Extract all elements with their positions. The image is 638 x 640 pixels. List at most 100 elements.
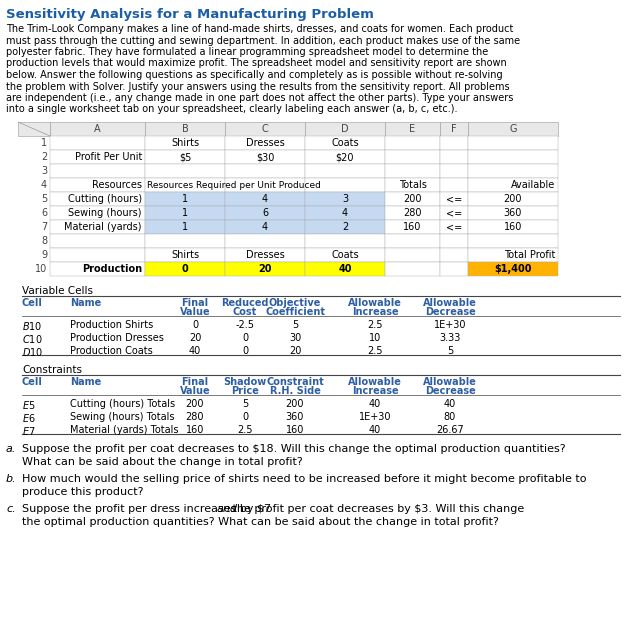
Bar: [50, 150, 145, 164]
Text: 0: 0: [192, 320, 198, 330]
Text: 1: 1: [182, 194, 188, 204]
Text: produce this product?: produce this product?: [22, 487, 144, 497]
Text: -2.5: -2.5: [235, 320, 255, 330]
Text: Coefficient: Coefficient: [265, 307, 325, 317]
Bar: [50, 248, 145, 262]
Bar: [468, 136, 558, 150]
Text: Price: Price: [231, 386, 259, 396]
Text: Cell: Cell: [22, 298, 43, 308]
Text: 5: 5: [292, 320, 298, 330]
Text: Sensitivity Analysis for a Manufacturing Problem: Sensitivity Analysis for a Manufacturing…: [6, 8, 374, 21]
Text: are independent (i.e., any change made in one part does not affect the other par: are independent (i.e., any change made i…: [6, 93, 514, 103]
Text: Allowable: Allowable: [423, 298, 477, 308]
Bar: [468, 178, 558, 192]
Text: Shirts: Shirts: [171, 250, 199, 260]
Text: 40: 40: [189, 346, 201, 356]
Bar: [440, 164, 468, 178]
Bar: [385, 192, 440, 206]
Bar: [305, 220, 385, 234]
Bar: [145, 178, 225, 192]
Text: 0: 0: [182, 264, 188, 274]
Bar: [385, 178, 440, 192]
Text: $30: $30: [256, 152, 274, 162]
Text: 2.5: 2.5: [367, 320, 383, 330]
Text: 1E+30: 1E+30: [434, 320, 466, 330]
Text: 5: 5: [41, 194, 47, 204]
Text: Coats: Coats: [331, 138, 359, 148]
Text: Increase: Increase: [352, 307, 398, 317]
Text: 40: 40: [338, 264, 352, 274]
Text: 30: 30: [289, 333, 301, 343]
Text: Value: Value: [180, 307, 211, 317]
Bar: [440, 178, 468, 192]
Text: b.: b.: [6, 474, 17, 484]
Bar: [305, 262, 385, 276]
Bar: [385, 234, 440, 248]
Text: $D$10: $D$10: [22, 346, 43, 358]
Bar: [305, 192, 385, 206]
Bar: [468, 206, 558, 220]
Text: $E$5: $E$5: [22, 399, 36, 411]
Text: 280: 280: [186, 412, 204, 422]
Text: Allowable: Allowable: [348, 298, 402, 308]
Text: 160: 160: [186, 425, 204, 435]
Text: 3: 3: [342, 194, 348, 204]
Text: Profit Per Unit: Profit Per Unit: [75, 152, 142, 162]
Bar: [305, 234, 385, 248]
Text: 9: 9: [41, 250, 47, 260]
Text: 0: 0: [242, 333, 248, 343]
Bar: [145, 262, 225, 276]
Text: Sewing (hours) Totals: Sewing (hours) Totals: [70, 412, 175, 422]
Text: Objective: Objective: [269, 298, 321, 308]
Bar: [145, 164, 225, 178]
Text: <=: <=: [446, 208, 462, 218]
Text: 1: 1: [182, 208, 188, 218]
Bar: [440, 122, 468, 136]
Text: The Trim-Look Company makes a line of hand-made shirts, dresses, and coats for w: The Trim-Look Company makes a line of ha…: [6, 24, 514, 34]
Text: the optimal production quantities? What can be said about the change in total pr: the optimal production quantities? What …: [22, 517, 499, 527]
Text: Production Shirts: Production Shirts: [70, 320, 153, 330]
Text: Final: Final: [181, 377, 209, 387]
Text: 4: 4: [262, 222, 268, 232]
Bar: [305, 178, 385, 192]
Bar: [468, 234, 558, 248]
Text: 1E+30: 1E+30: [359, 412, 391, 422]
Bar: [225, 234, 305, 248]
Text: 4: 4: [262, 194, 268, 204]
Bar: [440, 248, 468, 262]
Text: 160: 160: [403, 222, 422, 232]
Bar: [468, 248, 558, 262]
Text: <=: <=: [446, 222, 462, 232]
Text: 40: 40: [369, 399, 381, 409]
Text: Dresses: Dresses: [246, 250, 285, 260]
Text: Cutting (hours): Cutting (hours): [68, 194, 142, 204]
Bar: [440, 262, 468, 276]
Bar: [385, 206, 440, 220]
Bar: [305, 164, 385, 178]
Bar: [440, 234, 468, 248]
Text: Totals: Totals: [399, 180, 426, 190]
Text: How much would the selling price of shirts need to be increased before it might : How much would the selling price of shir…: [22, 474, 586, 484]
Text: 26.67: 26.67: [436, 425, 464, 435]
Bar: [468, 164, 558, 178]
Text: 40: 40: [444, 399, 456, 409]
Text: Production: Production: [82, 264, 142, 274]
Text: E: E: [410, 124, 415, 134]
Text: production levels that would maximize profit. The spreadsheet model and sensitiv: production levels that would maximize pr…: [6, 58, 507, 68]
Bar: [440, 192, 468, 206]
Bar: [225, 206, 305, 220]
Text: a.: a.: [6, 444, 17, 454]
Text: Cell: Cell: [22, 377, 43, 387]
Bar: [50, 206, 145, 220]
Bar: [50, 220, 145, 234]
Text: R.H. Side: R.H. Side: [270, 386, 320, 396]
Text: Constraints: Constraints: [22, 365, 82, 375]
Text: Resources Required per Unit Produced: Resources Required per Unit Produced: [147, 180, 321, 189]
Text: Cutting (hours) Totals: Cutting (hours) Totals: [70, 399, 175, 409]
Bar: [305, 136, 385, 150]
Text: Material (yards) Totals: Material (yards) Totals: [70, 425, 179, 435]
Text: $E$6: $E$6: [22, 412, 36, 424]
Text: 6: 6: [41, 208, 47, 218]
Text: 200: 200: [504, 194, 523, 204]
Bar: [225, 192, 305, 206]
